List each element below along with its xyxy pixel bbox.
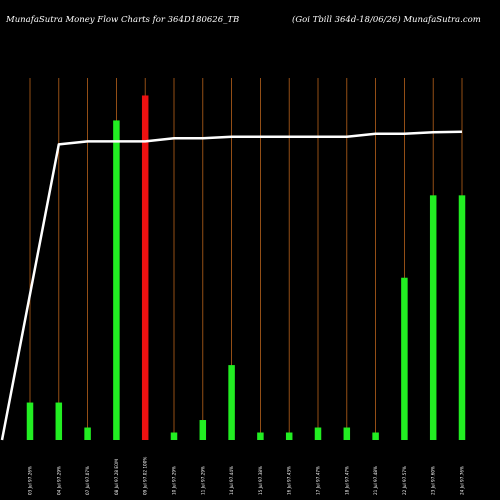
money-flow-bar: [55, 402, 63, 440]
chart-subtitle: (Goi Tbill 364d-18/06/26) MunafaSutra.co…: [292, 14, 481, 25]
x-tick-label: 21 Jul 97.48%: [373, 466, 378, 495]
money-flow-bars: [26, 95, 466, 440]
money-flow-bar: [343, 427, 351, 440]
money-flow-bar: [314, 427, 322, 440]
money-flow-bar: [429, 195, 437, 440]
x-axis-labels: 03 Jul 97.26% 04 Jul 97.29% 07 Jul 97.07% 0…: [28, 457, 465, 495]
money-flow-bar: [458, 195, 466, 440]
x-tick-label: 04 Jul 97.29%: [56, 466, 61, 495]
money-flow-bar: [401, 277, 408, 440]
x-tick-label: 11 Jul 97.29%: [200, 466, 205, 495]
money-flow-bar: [113, 120, 120, 440]
x-tick-label: 10 Jul 97.29%: [172, 466, 177, 495]
x-tick-label: 08 Jul 97.28 EOM: [114, 459, 119, 495]
money-flow-bar: [372, 432, 379, 440]
x-tick-label: 24 Jul 97.76%: [460, 466, 465, 495]
x-tick-label: 16 Jul 97.43%: [287, 466, 292, 495]
x-tick-label: 22 Jul 97.57%: [402, 466, 407, 495]
x-tick-label: 18 Jul 97.47%: [344, 466, 349, 495]
x-tick-label: 15 Jul 97.38%: [258, 466, 263, 495]
money-flow-bar: [285, 432, 293, 440]
price-line: [0, 130, 463, 441]
money-flow-bar: [257, 432, 264, 440]
money-flow-bar: [84, 427, 91, 440]
x-tick-label: 07 Jul 97.07%: [85, 466, 90, 495]
money-flow-bar: [170, 432, 178, 440]
money-flow-bar: [228, 365, 235, 440]
x-tick-label: 17 Jul 97.47%: [316, 466, 321, 495]
x-tick-label: 03 Jul 97.26%: [28, 466, 33, 495]
x-tick-label: 14 Jul 97.44%: [229, 466, 234, 495]
money-flow-bar: [199, 420, 207, 440]
x-tick-label: 23 Jul 97.60%: [431, 466, 436, 495]
money-flow-bar: [26, 402, 34, 440]
chart-title: MunafaSutra Money Flow Charts for 364D18…: [5, 15, 239, 25]
x-tick-label: 09 Jul 97.02 100%: [143, 457, 148, 495]
money-flow-bar: [141, 95, 149, 440]
